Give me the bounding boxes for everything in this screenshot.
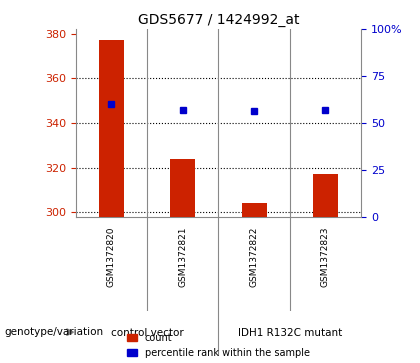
Legend: count, percentile rank within the sample: count, percentile rank within the sample — [123, 329, 314, 362]
Bar — [99, 40, 124, 217]
Text: GSM1372822: GSM1372822 — [249, 226, 259, 286]
Title: GDS5677 / 1424992_at: GDS5677 / 1424992_at — [138, 13, 299, 26]
Text: GSM1372823: GSM1372823 — [321, 226, 330, 287]
Bar — [241, 203, 267, 217]
Text: GSM1372820: GSM1372820 — [107, 226, 116, 287]
Text: control vector: control vector — [110, 328, 184, 338]
Text: GSM1372821: GSM1372821 — [178, 226, 187, 287]
Text: genotype/variation: genotype/variation — [4, 327, 103, 337]
Text: IDH1 R132C mutant: IDH1 R132C mutant — [238, 328, 342, 338]
Bar — [170, 159, 195, 217]
Bar — [313, 174, 338, 217]
